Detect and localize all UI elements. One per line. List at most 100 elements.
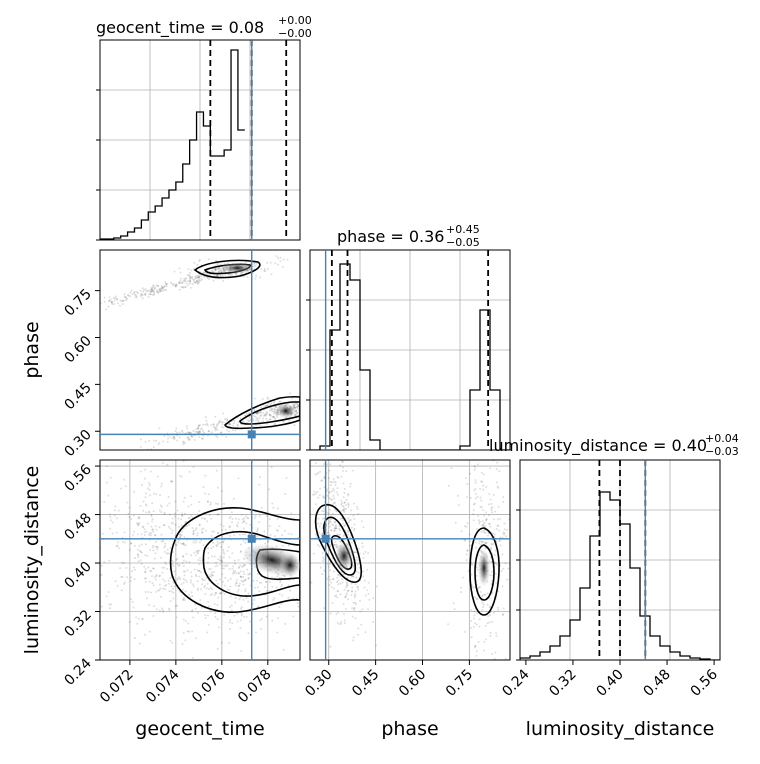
scatter-geocent-phase-point — [264, 269, 267, 272]
scatter-geocent-phase-point — [121, 299, 124, 302]
scatter-phase-distance-point — [316, 543, 319, 546]
scatter-geocent-distance-point — [188, 470, 191, 473]
scatter-geocent-distance-point — [204, 492, 207, 495]
scatter-geocent-distance-point — [170, 590, 173, 593]
scatter-geocent-phase-point — [220, 431, 223, 434]
scatter-geocent-phase-point — [222, 279, 225, 282]
scatter-geocent-phase-point — [178, 431, 181, 434]
scatter-geocent-distance-point — [144, 468, 147, 471]
scatter-geocent-phase-point — [201, 427, 204, 430]
scatter-geocent-phase-point — [304, 412, 306, 414]
scatter-geocent-phase-point — [137, 292, 140, 295]
scatter-geocent-phase-point — [222, 426, 225, 429]
scatter-geocent-distance-point — [135, 522, 138, 525]
scatter-geocent-distance-point — [247, 632, 250, 635]
scatter-geocent-distance-point — [190, 571, 193, 574]
scatter-geocent-distance-point — [231, 552, 234, 555]
scatter-geocent-distance-point — [144, 492, 147, 495]
scatter-phase-distance-point — [475, 654, 478, 657]
scatter-phase-distance-point — [497, 524, 500, 527]
scatter-geocent-distance-point — [107, 590, 110, 593]
ytick-label-phase-2: 0.60 — [61, 333, 94, 366]
scatter-phase-distance-point — [494, 549, 497, 552]
scatter-geocent-distance-point — [196, 589, 199, 592]
scatter-geocent-phase-point — [229, 274, 232, 277]
scatter-phase-distance-point — [504, 657, 507, 660]
title-geocent-time: geocent_time = 0.08 — [96, 18, 264, 38]
scatter-phase-distance-point — [492, 542, 495, 545]
scatter-geocent-distance-point — [158, 589, 161, 592]
scatter-geocent-distance-point — [97, 521, 99, 523]
scatter-geocent-distance-point — [161, 609, 164, 612]
scatter-geocent-phase-point — [213, 267, 216, 270]
scatter-geocent-distance-point — [176, 578, 179, 581]
scatter-geocent-phase-point — [189, 438, 192, 441]
scatter-phase-distance-point — [333, 595, 336, 598]
scatter-geocent-phase-point — [263, 269, 266, 272]
scatter-geocent-phase-point — [188, 274, 191, 277]
scatter-phase-distance-point — [476, 611, 479, 614]
scatter-phase-distance-point — [358, 666, 360, 668]
scatter-geocent-distance-point — [164, 542, 167, 545]
scatter-geocent-phase-point — [175, 283, 178, 286]
scatter-geocent-phase-point — [100, 302, 102, 305]
scatter-geocent-phase-point — [276, 415, 279, 418]
scatter-geocent-distance-point — [174, 512, 177, 515]
scatter-geocent-phase-point — [139, 294, 142, 297]
scatter-phase-distance-point — [469, 496, 472, 499]
scatter-geocent-distance-point — [215, 545, 218, 548]
scatter-geocent-distance-point — [186, 569, 189, 572]
scatter-geocent-distance-point — [209, 567, 212, 570]
scatter-geocent-distance-point — [174, 543, 177, 546]
scatter-phase-distance-point — [466, 549, 469, 552]
scatter-geocent-phase-point — [312, 403, 314, 405]
scatter-phase-distance-point — [483, 522, 486, 525]
scatter-geocent-distance-point — [191, 583, 194, 586]
scatter-geocent-distance-point — [181, 514, 184, 517]
scatter-geocent-distance-point — [140, 543, 143, 546]
scatter-geocent-distance-point — [151, 518, 154, 521]
scatter-geocent-phase-point — [174, 285, 177, 288]
scatter-geocent-distance-point — [178, 564, 181, 567]
scatter-geocent-distance-point — [152, 549, 155, 552]
scatter-geocent-phase-point — [269, 403, 272, 406]
scatter-phase-distance-point — [475, 623, 478, 626]
scatter-phase-distance-point — [337, 476, 340, 479]
scatter-geocent-distance-point — [221, 529, 224, 532]
scatter-geocent-distance-point — [222, 541, 225, 544]
scatter-geocent-distance-point — [159, 419, 161, 421]
scatter-geocent-distance-point — [255, 535, 258, 538]
scatter-phase-distance-point — [493, 657, 496, 660]
scatter-phase-distance-point — [354, 603, 357, 606]
scatter-geocent-distance-point — [186, 525, 189, 528]
scatter-geocent-distance-point — [72, 555, 74, 557]
scatter-geocent-distance-point — [211, 571, 214, 574]
scatter-phase-distance-point — [340, 475, 343, 478]
scatter-geocent-distance-point — [201, 531, 204, 534]
scatter-geocent-distance-point — [317, 565, 319, 567]
scatter-geocent-distance-point — [148, 604, 151, 607]
scatter-geocent-phase-point — [187, 268, 190, 271]
scatter-phase-distance-point — [323, 416, 325, 418]
scatter-geocent-distance-point — [172, 591, 175, 594]
scatter-phase-distance-point — [353, 596, 356, 599]
scatter-phase-distance-point — [333, 489, 336, 492]
scatter-geocent-phase-point — [274, 410, 277, 413]
scatter-geocent-phase-point — [167, 437, 170, 440]
scatter-geocent-phase-point — [265, 413, 268, 416]
scatter-phase-distance-point — [483, 593, 486, 596]
scatter-geocent-phase-point — [221, 421, 224, 424]
scatter-geocent-distance-point — [151, 502, 154, 505]
scatter-phase-distance-point — [346, 569, 349, 572]
scatter-phase-distance-density-3 — [335, 542, 353, 570]
scatter-geocent-distance-point — [156, 546, 159, 549]
scatter-geocent-phase-point — [135, 291, 138, 294]
scatter-geocent-distance-point — [198, 570, 201, 573]
scatter-geocent-distance-point — [212, 545, 215, 548]
scatter-geocent-distance-point — [179, 536, 182, 539]
scatter-geocent-distance-point — [229, 619, 232, 622]
scatter-phase-distance-point — [454, 521, 457, 524]
scatter-geocent-phase-point — [274, 405, 277, 408]
scatter-geocent-distance-point — [113, 443, 115, 445]
scatter-geocent-distance-point — [164, 588, 167, 591]
